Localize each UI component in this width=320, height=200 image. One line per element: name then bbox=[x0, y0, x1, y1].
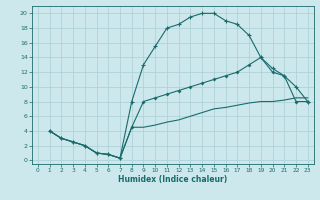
X-axis label: Humidex (Indice chaleur): Humidex (Indice chaleur) bbox=[118, 175, 228, 184]
